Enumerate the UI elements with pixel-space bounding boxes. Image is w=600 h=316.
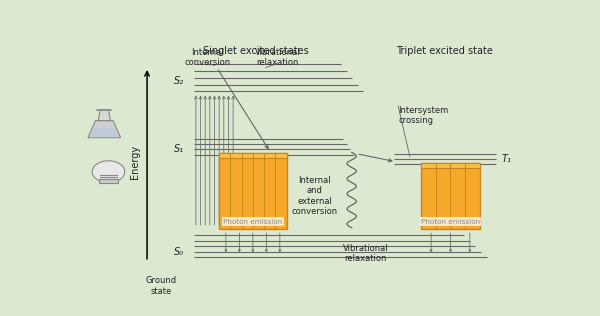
Bar — [99, 179, 118, 183]
Text: S₁: S₁ — [174, 144, 184, 154]
Polygon shape — [88, 121, 121, 138]
Text: Vibrational
relaxation: Vibrational relaxation — [343, 244, 388, 263]
Bar — [219, 153, 287, 158]
Text: T₁: T₁ — [502, 154, 511, 164]
Text: Vibrational
relaxation: Vibrational relaxation — [254, 48, 300, 67]
Text: Photon emission: Photon emission — [421, 219, 480, 225]
Text: Internal
conversion: Internal conversion — [184, 48, 230, 67]
Text: Ground
state: Ground state — [145, 276, 176, 296]
Text: Photon emission: Photon emission — [223, 219, 283, 225]
Text: S₀: S₀ — [174, 246, 184, 257]
Bar — [219, 153, 287, 229]
Text: Singlet excited states: Singlet excited states — [203, 46, 309, 57]
Polygon shape — [90, 128, 119, 138]
Text: Internal
and
external
conversion: Internal and external conversion — [292, 176, 338, 216]
Text: Intersystem
crossing: Intersystem crossing — [398, 106, 448, 125]
Polygon shape — [98, 110, 110, 121]
Text: Triplet excited state: Triplet excited state — [396, 46, 493, 57]
Bar — [421, 163, 479, 168]
Ellipse shape — [92, 161, 125, 183]
Bar — [421, 163, 479, 229]
Text: S₂: S₂ — [174, 76, 184, 86]
Text: Energy: Energy — [130, 145, 140, 179]
